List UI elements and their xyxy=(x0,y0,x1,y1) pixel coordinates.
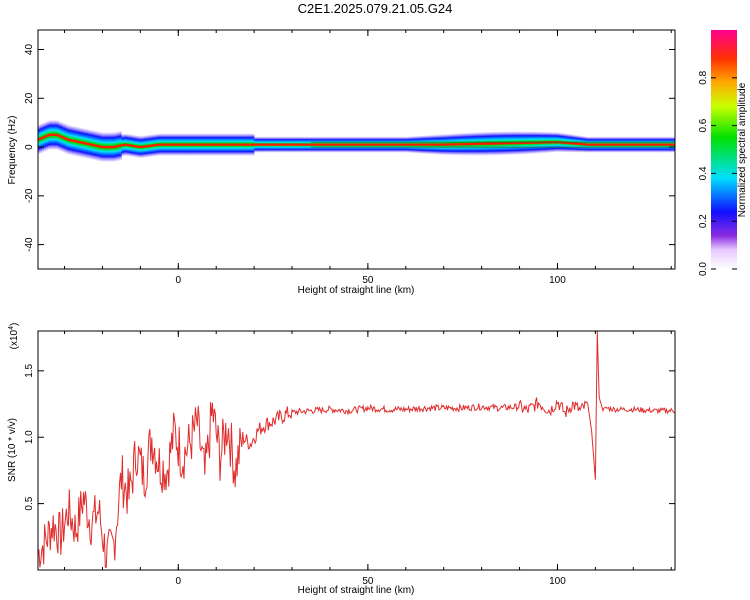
colorbar-gradient xyxy=(711,30,737,269)
colorbar-tick-label: 0.0 xyxy=(698,262,709,276)
colorbar-tick-label: 0.2 xyxy=(698,214,709,228)
spectrogram-area xyxy=(38,120,675,162)
snr-y-tick-label: 0.5 xyxy=(24,496,35,510)
colorbar-tick-label: 0.6 xyxy=(698,118,709,132)
snr-x-tick-label: 100 xyxy=(549,576,566,587)
spectrogram-ridge-line xyxy=(38,133,675,149)
snr-y-tick-label: 1.0 xyxy=(24,430,35,444)
colorbar: 0.0 0.2 0.4 0.6 0.8 Normalized spectral ampl… xyxy=(698,30,748,276)
spectrogram-x-tick-label: 50 xyxy=(362,275,374,286)
spectrogram-y-tick-label: -40 xyxy=(24,237,35,252)
spectrogram-y-label: Frequency (Hz) xyxy=(7,116,18,185)
spectrogram-y-tick-label: -20 xyxy=(24,188,35,203)
figure-title: C2E1.2025.079.21.05.G24 xyxy=(298,1,453,16)
snr-y-tick-label: 1.5 xyxy=(24,363,35,377)
snr-axes: 0 50 100 0.5 1.0 1.5 xyxy=(24,331,675,587)
snr-x-label: Height of straight line (km) xyxy=(298,585,415,596)
spectrogram-x-tick-label: 0 xyxy=(176,275,182,286)
snr-panel: 0 50 100 0.5 1.0 1.5 Height of straight line … xyxy=(7,323,676,596)
spectrogram-frame xyxy=(37,29,676,270)
spectrogram-y-tick-label: 0 xyxy=(24,144,35,150)
spectrogram-y-tick-label: 20 xyxy=(24,92,35,104)
snr-series-line xyxy=(38,331,675,568)
spectrogram-y-tick-label: 40 xyxy=(24,44,35,56)
colorbar-axes: 0.0 0.2 0.4 0.6 0.8 xyxy=(698,70,737,276)
colorbar-tick-label: 0.8 xyxy=(698,70,709,84)
colorbar-tick-label: 0.4 xyxy=(698,166,709,180)
spectrogram-panel: 0 50 100 40 20 0 -20 -40 Height of straight lin… xyxy=(7,29,676,296)
snr-y-multiplier: (x104) xyxy=(8,323,20,350)
snr-frame xyxy=(37,330,676,571)
spectrogram-axes: 0 50 100 40 20 0 -20 -40 xyxy=(24,30,675,286)
snr-plot-area xyxy=(38,331,675,568)
snr-x-tick-label: 0 xyxy=(176,576,182,587)
colorbar-label: Normalized spectral amplitude xyxy=(737,82,748,217)
spectrogram-x-label: Height of straight line (km) xyxy=(298,285,415,296)
snr-x-tick-label: 50 xyxy=(362,576,374,587)
snr-y-label: SNR (10 * v/v) xyxy=(7,418,18,482)
spectrogram-x-tick-label: 100 xyxy=(549,275,566,286)
